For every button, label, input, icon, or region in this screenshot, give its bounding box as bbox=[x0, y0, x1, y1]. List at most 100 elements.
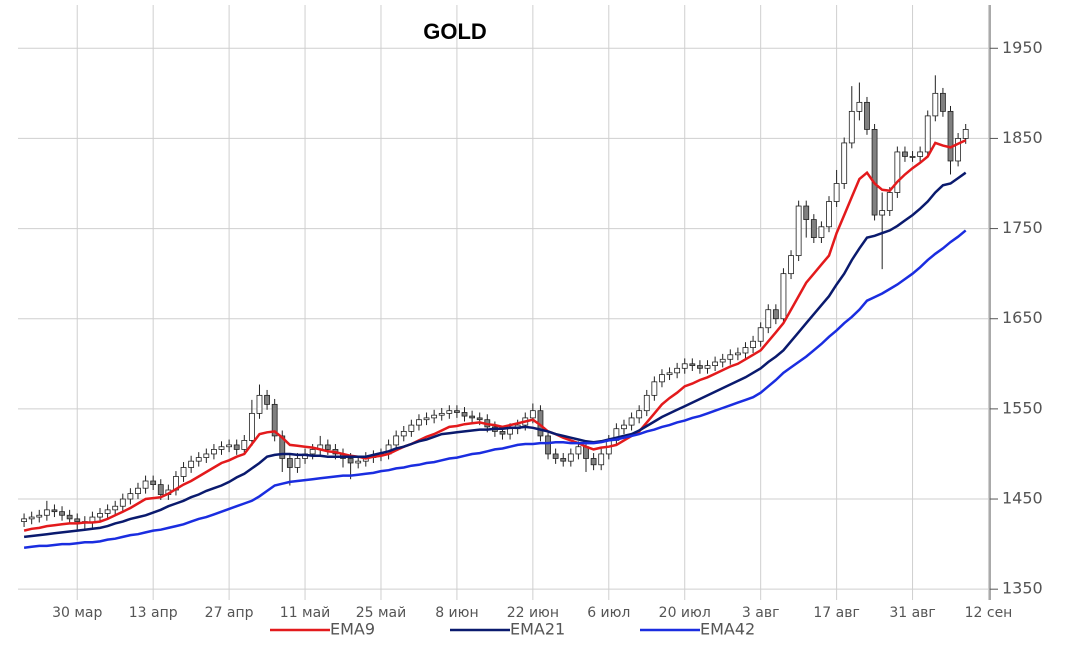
candle-body bbox=[36, 514, 43, 518]
candle-body bbox=[218, 446, 225, 450]
candle-body bbox=[871, 129, 878, 216]
candle-body bbox=[104, 509, 111, 514]
y-tick-label: 1450 bbox=[1002, 489, 1043, 508]
candle-body bbox=[940, 92, 946, 112]
candle-body bbox=[560, 458, 567, 462]
y-tick-label: 1950 bbox=[1002, 38, 1043, 57]
ema-line bbox=[23, 229, 967, 549]
candle-body bbox=[294, 458, 301, 468]
ema-line bbox=[23, 139, 967, 532]
candle-body bbox=[279, 435, 286, 459]
candle-body bbox=[856, 101, 863, 112]
candle-body bbox=[848, 110, 855, 144]
x-tick-label: 25 май bbox=[356, 605, 407, 621]
chart-title: GOLD bbox=[423, 19, 487, 44]
legend-label: EMA21 bbox=[510, 620, 565, 639]
candle-body bbox=[256, 394, 263, 414]
candle-body bbox=[529, 410, 536, 419]
candle-body bbox=[507, 428, 513, 435]
candle-body bbox=[734, 352, 741, 356]
candle-body bbox=[810, 219, 817, 238]
candle-body bbox=[423, 417, 430, 421]
candle-body bbox=[780, 273, 787, 320]
candle-body bbox=[788, 255, 794, 275]
candle-body bbox=[909, 156, 916, 158]
candle-body bbox=[826, 201, 832, 228]
candle-body bbox=[719, 358, 726, 363]
candle-body bbox=[902, 151, 908, 157]
candle-body bbox=[621, 424, 627, 430]
candle-body bbox=[590, 458, 597, 466]
candle-body bbox=[469, 415, 476, 419]
candle-body bbox=[476, 417, 483, 421]
candle-body bbox=[795, 205, 802, 257]
candle-body bbox=[431, 414, 438, 419]
candle-body bbox=[400, 431, 407, 437]
candle-body bbox=[575, 446, 582, 455]
legend-label: EMA42 bbox=[700, 620, 755, 639]
candle-body bbox=[264, 394, 270, 405]
candle-body bbox=[697, 365, 703, 369]
candle-body bbox=[188, 460, 195, 468]
candle-body bbox=[879, 210, 886, 216]
y-tick-label: 1350 bbox=[1002, 579, 1043, 598]
candle-body bbox=[704, 365, 711, 369]
candle-body bbox=[119, 498, 126, 507]
candle-body bbox=[286, 458, 293, 468]
x-tick-label: 22 июн bbox=[507, 605, 559, 621]
candle-body bbox=[643, 394, 650, 412]
candle-body bbox=[43, 509, 50, 516]
candle-body bbox=[772, 309, 779, 320]
candle-body bbox=[651, 381, 658, 396]
candle-body bbox=[886, 192, 893, 211]
candle-body bbox=[841, 142, 848, 184]
candle-body bbox=[917, 151, 924, 157]
candle-body bbox=[248, 412, 255, 441]
candle-body bbox=[864, 101, 870, 130]
candle-body bbox=[962, 129, 969, 139]
candle-body bbox=[112, 505, 119, 511]
y-tick-label: 1650 bbox=[1002, 308, 1043, 327]
x-tick-label: 17 авг bbox=[813, 605, 859, 621]
candle-body bbox=[765, 309, 772, 329]
y-tick-label: 1550 bbox=[1002, 398, 1043, 417]
candle-body bbox=[51, 509, 58, 513]
candle-body bbox=[211, 449, 217, 455]
candle-body bbox=[947, 110, 954, 162]
candle-body bbox=[666, 372, 673, 376]
candle-body bbox=[674, 367, 681, 374]
candle-body bbox=[203, 453, 210, 458]
candle-body bbox=[233, 444, 240, 450]
y-tick-label: 1750 bbox=[1002, 218, 1043, 237]
candle-body bbox=[355, 460, 362, 464]
candle-body bbox=[499, 431, 506, 435]
candle-body bbox=[97, 513, 103, 518]
candle-body bbox=[750, 340, 756, 348]
ema-line bbox=[23, 171, 967, 539]
x-tick-label: 8 июн bbox=[435, 605, 478, 621]
candle-body bbox=[567, 453, 574, 462]
x-tick-label: 20 июл bbox=[659, 605, 711, 621]
candle-body bbox=[416, 419, 422, 426]
candle-body bbox=[545, 435, 551, 455]
candle-body bbox=[74, 518, 81, 522]
candle-body bbox=[271, 403, 278, 437]
candle-body bbox=[59, 511, 65, 516]
candle-body bbox=[712, 361, 719, 367]
candle-body bbox=[552, 453, 559, 459]
x-tick-label: 6 июл bbox=[587, 605, 630, 621]
candle-body bbox=[393, 435, 400, 446]
candle-body bbox=[195, 457, 202, 462]
candle-body bbox=[21, 518, 27, 522]
candle-body bbox=[659, 374, 665, 383]
candle-body bbox=[818, 226, 825, 238]
x-tick-label: 30 мар bbox=[52, 605, 102, 621]
candle-body bbox=[757, 327, 764, 342]
x-tick-label: 13 апр bbox=[129, 605, 178, 621]
candle-body bbox=[438, 412, 445, 416]
candle-body bbox=[66, 514, 73, 520]
candle-body bbox=[142, 480, 149, 489]
candle-body bbox=[932, 92, 939, 117]
candle-body bbox=[347, 458, 354, 464]
